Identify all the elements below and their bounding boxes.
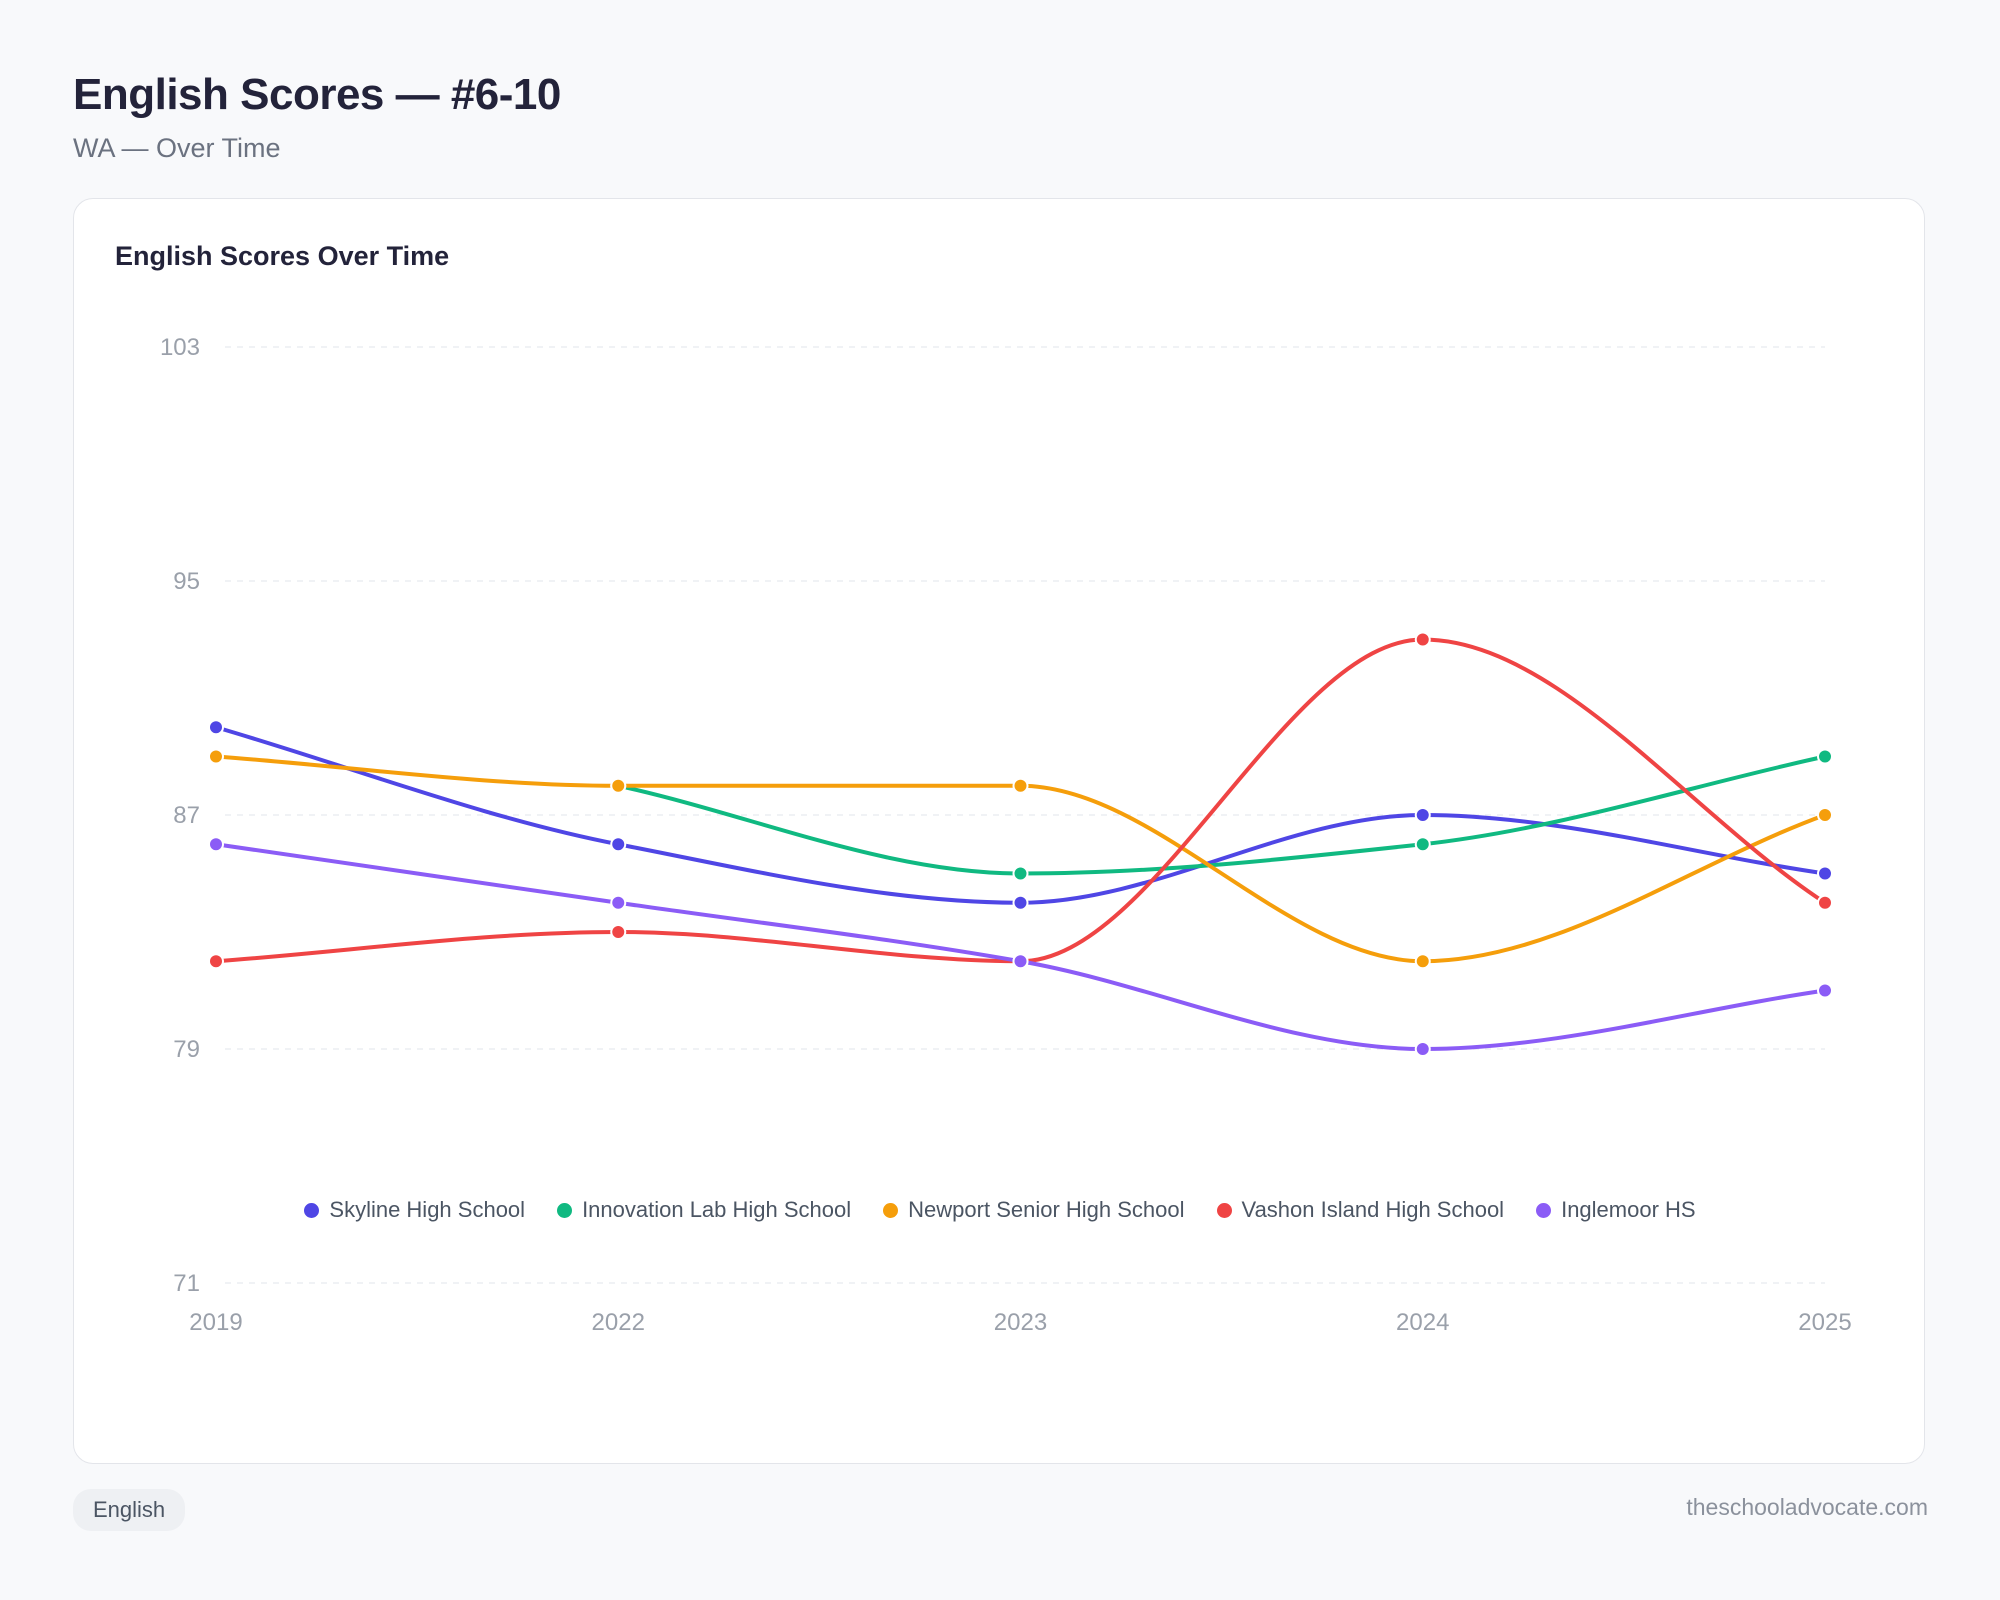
legend-item[interactable]: Inglemoor HS [1536,1197,1696,1223]
series-line-1 [616,754,1827,876]
legend-swatch [1216,1202,1232,1218]
y-tick-label: 71 [173,1270,200,1297]
legend-swatch [304,1202,320,1218]
chart-card: English Scores Over Time [73,198,1925,1464]
x-tick-label: 2019 [189,1309,242,1336]
data-point-4 [1012,953,1029,970]
data-point-4 [610,894,627,911]
page-title: English Scores — #6-10 [73,70,561,119]
data-point-0 [1414,807,1431,823]
series-line-2 [214,754,1827,964]
x-tick-label: 2023 [994,1309,1047,1336]
data-point-2 [1012,777,1029,794]
legend-item[interactable]: Skyline High School [304,1197,525,1223]
site-credit: theschooladvocate.com [1686,1494,1928,1520]
data-point-1 [1817,748,1833,765]
legend-swatch [557,1202,573,1218]
y-tick-label: 103 [160,334,200,361]
x-tick-label: 2025 [1798,1309,1851,1336]
y-tick-label: 79 [173,1036,200,1063]
data-point-2 [1414,953,1431,970]
legend-swatch [883,1202,899,1218]
legend-item[interactable]: Vashon Island High School [1216,1197,1505,1223]
data-point-3 [1414,631,1431,648]
data-point-0 [1817,865,1833,882]
data-point-3 [610,924,627,940]
data-point-2 [1817,807,1833,823]
data-point-3 [1817,894,1833,911]
data-point-2 [208,748,224,765]
legend-label: Skyline High School [329,1197,526,1222]
y-tick-label: 95 [173,568,200,595]
data-point-0 [610,836,627,853]
data-point-2 [610,777,627,794]
page-subtitle: WA — Over Time [73,133,281,163]
data-point-0 [208,719,224,736]
legend-item[interactable]: Newport Senior High School [883,1197,1185,1223]
legend-label: Newport Senior High School [908,1197,1185,1222]
x-tick-label: 2022 [592,1309,645,1336]
legend-label: Inglemoor HS [1561,1197,1696,1222]
x-tick-label: 2024 [1396,1309,1449,1336]
data-point-1 [1414,836,1431,853]
data-point-4 [1817,982,1833,999]
data-point-4 [1414,1041,1431,1057]
data-point-1 [1012,865,1029,882]
data-point-4 [208,836,224,853]
chart-title: English Scores Over Time [115,241,450,271]
legend-swatch [1536,1202,1552,1218]
legend-label: Innovation Lab High School [582,1197,852,1222]
subject-tag: English [73,1489,186,1531]
y-tick-label: 87 [173,802,200,829]
legend-item[interactable]: Innovation Lab High School [557,1197,851,1223]
data-point-3 [208,953,224,970]
data-point-0 [1012,894,1029,911]
legend-label: Vashon Island High School [1241,1197,1505,1222]
series-line-3 [214,637,1827,964]
chart-legend: Skyline High School Innovation Lab High S… [0,1197,2000,1223]
